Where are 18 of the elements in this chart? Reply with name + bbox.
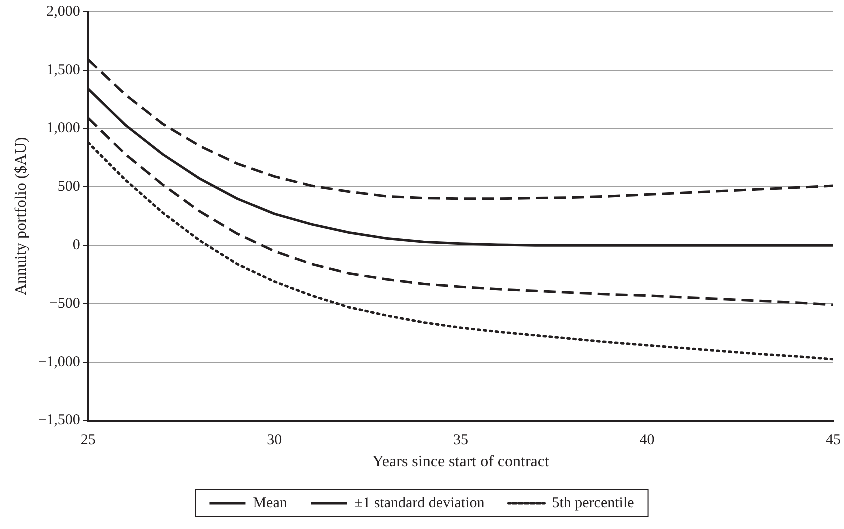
x-axis-title: Years since start of contract <box>372 454 550 471</box>
y-tick-label: 2,000 <box>46 4 80 20</box>
legend-label: Mean <box>253 495 288 512</box>
x-tick-label: 25 <box>80 432 96 449</box>
y-tick-label: −1,500 <box>38 412 80 429</box>
y-tick-label: −500 <box>49 296 80 312</box>
y-tick-label: 1,500 <box>46 62 80 78</box>
x-tick-label: 30 <box>267 432 282 449</box>
legend-label: 5th percentile <box>552 495 635 512</box>
y-tick-label: 500 <box>58 179 80 196</box>
y-tick-label: 1,000 <box>46 120 80 137</box>
legend-label: ±1 standard deviation <box>354 495 486 512</box>
y-axis-title: Annuity portfolio ($AU) <box>12 137 30 296</box>
x-tick-label: 45 <box>826 432 841 449</box>
x-tick-label: 35 <box>453 432 468 449</box>
x-tick-label: 40 <box>640 432 655 449</box>
y-tick-label: −1,000 <box>38 354 80 370</box>
y-tick-label: 0 <box>72 238 80 254</box>
